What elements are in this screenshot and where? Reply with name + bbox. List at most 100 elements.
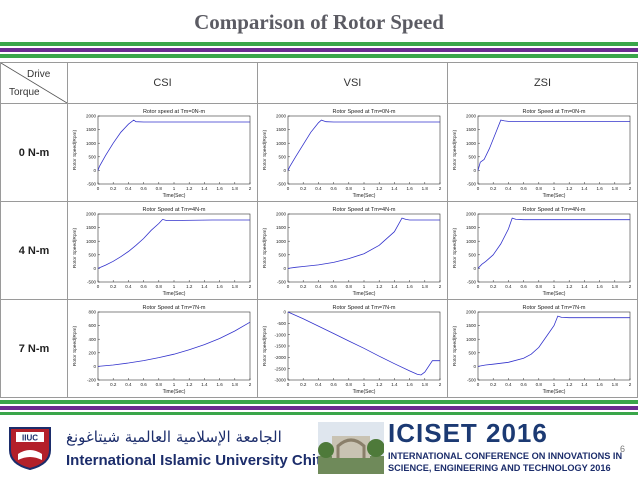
plot-vsi-7nm: Rotor Speed at Tm=7N-m 0 0.2 0.4 0.6 0.8 1 1.2 1… [262, 305, 442, 395]
plot-zsi-4nm: Rotor Speed at Tm=4N-m 0 0.2 0.4 0.6 0.8 1 1.2 1… [452, 207, 632, 297]
y-tick-label: 500 [88, 154, 96, 159]
y-tick-label: 1000 [86, 141, 97, 146]
x-tick-label: 0.4 [315, 284, 322, 289]
y-tick-label: 1500 [466, 225, 477, 230]
y-axis-label: Rotor Speed(Rpm) [262, 129, 268, 170]
x-tick-label: 0.8 [156, 382, 163, 387]
x-tick-label: 2 [629, 382, 632, 387]
y-tick-label: 1500 [86, 127, 97, 132]
x-tick-label: 0 [97, 186, 100, 191]
x-tick-label: 1.2 [566, 382, 573, 387]
x-tick-label: 1.4 [391, 284, 398, 289]
y-tick-label: -500 [87, 280, 97, 285]
column-header-vsi: VSI [257, 62, 448, 104]
x-tick-label: 0 [97, 382, 100, 387]
x-tick-label: 0.2 [490, 284, 497, 289]
x-tick-label: 1.2 [566, 186, 573, 191]
x-tick-label: 1.4 [201, 284, 208, 289]
y-tick-label: 500 [468, 154, 476, 159]
conference-line-1: INTERNATIONAL CONFERENCE ON INNOVATIONS … [388, 451, 623, 461]
y-axis-label: Rotor Speed(Rpm) [452, 227, 458, 268]
x-tick-label: 1.6 [596, 284, 603, 289]
x-tick-label: 0.8 [346, 186, 353, 191]
plot-axes-box [97, 213, 251, 283]
y-tick-label: 0 [283, 168, 286, 173]
x-tick-label: 1.8 [612, 284, 619, 289]
x-tick-label: 1.6 [216, 284, 223, 289]
bottom-stripe-purple [0, 406, 638, 410]
x-axis-label: Time(Sec) [353, 389, 376, 395]
x-tick-label: 1.2 [566, 284, 573, 289]
plot-cell: Rotor Speed at Tm=7N-m 0 0.2 0.4 0.6 0.8 1 1.2 1… [257, 299, 448, 398]
x-tick-label: 1.2 [376, 382, 383, 387]
x-tick-label: 1 [553, 284, 556, 289]
y-tick-label: 1000 [86, 239, 97, 244]
x-axis-label: Time(Sec) [543, 389, 566, 395]
y-axis-label: Rotor Speed(Rpm) [72, 325, 78, 366]
x-tick-label: 0 [477, 186, 480, 191]
x-tick-label: 1.8 [612, 186, 619, 191]
plot-title: Rotor Speed at Tm=0N-m [332, 109, 395, 115]
rotor-speed-series-line [477, 119, 630, 171]
y-tick-label: 1000 [466, 337, 477, 342]
y-tick-label: 2000 [276, 212, 287, 217]
y-tick-label: 800 [88, 310, 96, 315]
y-tick-label: 0 [283, 310, 286, 315]
y-tick-label: -500 [87, 182, 97, 187]
y-tick-label: 1000 [276, 141, 287, 146]
x-tick-label: 1.6 [406, 186, 413, 191]
plot-cell: Rotor speed at Tm=0N-m 0 0.2 0.4 0.6 0.8 1 1.2 1… [67, 103, 258, 202]
x-tick-label: 2 [249, 186, 252, 191]
x-tick-label: 1 [553, 186, 556, 191]
x-tick-label: 0.2 [300, 186, 307, 191]
x-tick-label: 0.2 [490, 186, 497, 191]
x-tick-label: 0.4 [125, 382, 132, 387]
university-english-name: International Islamic University Chittag… [66, 452, 372, 469]
plot-zsi-0nm: Rotor Speed at Tm=0N-m 0 0.2 0.4 0.6 0.8 1 1.2 1… [452, 109, 632, 199]
x-tick-label: 1.4 [581, 382, 588, 387]
y-tick-label: 2000 [466, 310, 477, 315]
y-tick-label: -2500 [274, 366, 286, 371]
plot-cell: Rotor Speed at Tm=4N-m 0 0.2 0.4 0.6 0.8 1 1.2 1… [257, 201, 448, 300]
x-tick-label: 1.2 [186, 186, 193, 191]
y-tick-label: 400 [88, 337, 96, 342]
x-tick-label: 0.4 [125, 186, 132, 191]
x-tick-label: 0.6 [140, 284, 147, 289]
plot-cell: Rotor Speed at Tm=7N-m 0 0.2 0.4 0.6 0.8 1 1.2 1… [447, 299, 638, 398]
corner-drive-label: Drive [27, 69, 51, 80]
y-tick-label: -1000 [274, 332, 286, 337]
x-tick-label: 0.2 [490, 382, 497, 387]
y-tick-label: 1000 [466, 239, 477, 244]
x-tick-label: 0.8 [156, 284, 163, 289]
rotor-speed-series-line [287, 119, 440, 171]
y-axis-label: Rotor Speed(Rpm) [72, 227, 78, 268]
x-tick-label: 1.8 [232, 382, 239, 387]
x-tick-label: 1 [363, 382, 366, 387]
plot-axes-box [287, 213, 441, 283]
x-axis-label: Time(Sec) [163, 291, 186, 297]
x-tick-label: 1.4 [201, 382, 208, 387]
rotor-speed-series-line [287, 311, 440, 376]
university-arabic-name: الجامعة الإسلامية العالمية شيتاغونغ [66, 428, 282, 446]
x-tick-label: 1.4 [581, 284, 588, 289]
y-tick-label: 0 [473, 364, 476, 369]
x-tick-label: 0 [287, 284, 290, 289]
x-tick-label: 0.8 [536, 186, 543, 191]
y-tick-label: -500 [467, 378, 477, 383]
x-tick-label: 0.4 [505, 284, 512, 289]
bottom-stripe-green-2 [0, 412, 638, 415]
plot-axes-box [97, 311, 251, 381]
y-tick-label: 0 [93, 266, 96, 271]
x-tick-label: 0.4 [315, 186, 322, 191]
y-tick-label: 1500 [466, 323, 477, 328]
rotor-speed-series-line [287, 217, 440, 269]
plot-csi-0nm: Rotor speed at Tm=0N-m 0 0.2 0.4 0.6 0.8 1 1.2 1… [72, 109, 252, 199]
y-tick-label: -500 [277, 280, 287, 285]
y-tick-label: 500 [278, 154, 286, 159]
plot-vsi-4nm: Rotor Speed at Tm=4N-m 0 0.2 0.4 0.6 0.8 1 1.2 1… [262, 207, 442, 297]
y-axis-label: Rotor Speed(Rpm) [262, 227, 268, 268]
plot-cell: Rotor Speed at Tm=4N-m 0 0.2 0.4 0.6 0.8 1 1.2 1… [447, 201, 638, 300]
x-tick-label: 1 [173, 382, 176, 387]
top-stripe-green [0, 42, 638, 46]
column-header-zsi: ZSI [447, 62, 638, 104]
